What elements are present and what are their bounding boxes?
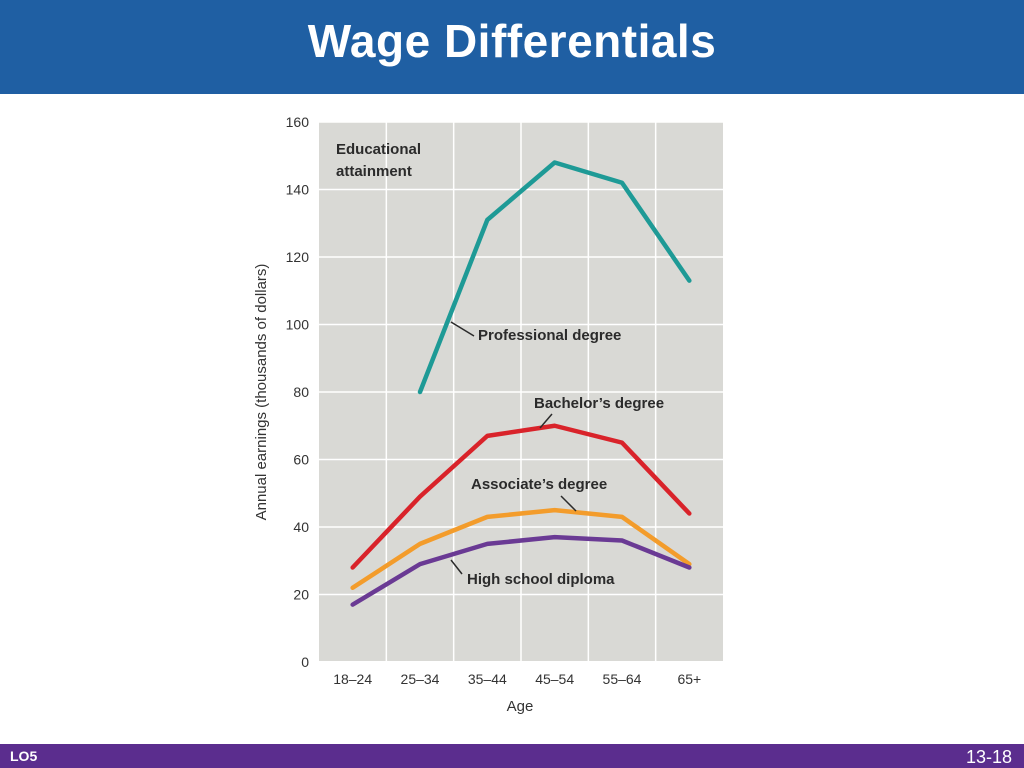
annotation-label-2: Associate’s degree: [471, 476, 607, 493]
annotation-leader-2: [560, 495, 577, 512]
annotation-leader-1: [539, 413, 553, 429]
slide-title: Wage Differentials: [307, 15, 717, 67]
x-tick-label-1: 25–34: [401, 671, 440, 687]
annotation-label-1: Bachelor’s degree: [534, 395, 664, 412]
y-tick-label-40: 40: [293, 519, 309, 535]
y-tick-label-60: 60: [293, 452, 309, 468]
x-tick-label-5: 65+: [677, 671, 701, 687]
x-axis-label: Age: [507, 698, 534, 715]
y-tick-label-0: 0: [301, 654, 309, 670]
y-tick-label-20: 20: [293, 587, 309, 603]
slide-footer: LO5 13-18: [0, 744, 1024, 768]
y-tick-labels: 0 20 40 60 80 100 120 140 160: [286, 114, 310, 670]
x-tick-label-0: 18–24: [333, 671, 372, 687]
y-tick-label-80: 80: [293, 384, 309, 400]
y-tick-label-140: 140: [286, 182, 310, 198]
series-line-3: [350, 534, 692, 607]
y-axis-label: Annual earnings (thousands of dollars): [253, 264, 270, 521]
gridlines: [319, 121, 723, 663]
y-tick-label-100: 100: [286, 317, 310, 333]
legend-title-line-2: attainment: [336, 163, 412, 180]
annotation-leader-3: [450, 559, 463, 575]
slide-header: Wage Differentials: [0, 0, 1024, 94]
x-tick-label-2: 35–44: [468, 671, 507, 687]
annotation-label-3: High school diploma: [467, 571, 615, 588]
annotation-leader-0: [450, 321, 475, 337]
x-tick-label-4: 55–64: [603, 671, 642, 687]
series-lines: [350, 160, 692, 607]
y-tick-label-160: 160: [286, 114, 310, 130]
y-tick-label-120: 120: [286, 249, 310, 265]
x-tick-labels: 18–24 25–34 35–44 45–54 55–64 65+: [333, 671, 701, 687]
series-line-0: [417, 160, 692, 395]
series-line-1: [350, 423, 692, 570]
series-annotations: Professional degree Bachelor’s degree Asso…: [450, 321, 664, 588]
legend-title-line-1: Educational: [336, 141, 421, 158]
page-number: 13-18: [965, 747, 1012, 767]
x-tick-label-3: 45–54: [535, 671, 574, 687]
learning-objective-label: LO5: [10, 748, 38, 764]
annotation-label-0: Professional degree: [478, 327, 621, 344]
series-line-2: [350, 507, 692, 590]
